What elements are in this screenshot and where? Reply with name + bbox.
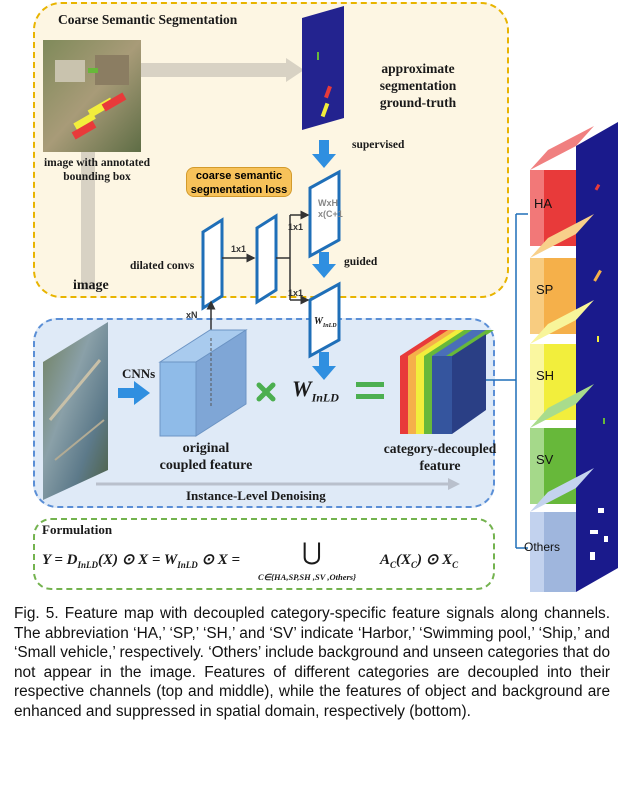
gt-label-line1: approximate xyxy=(381,61,455,76)
coupled-feature-line1: original xyxy=(182,441,230,456)
channel-ha xyxy=(530,122,618,246)
kernel-label-1: 1x1 xyxy=(231,244,247,254)
eq-left: Y = D xyxy=(42,552,78,568)
wxh-line2: x(C+1 xyxy=(318,209,343,219)
gt-label-line2: segmentation xyxy=(379,78,457,93)
wxh-line1: WxH xyxy=(318,198,338,208)
multiply-sign xyxy=(256,382,276,402)
loss-line1: coarse semantic xyxy=(195,170,283,182)
repeat-label: xN xyxy=(186,310,198,320)
formulation-title: Formulation xyxy=(42,522,113,537)
decoupled-feature-label: category-decoupled feature xyxy=(370,440,510,474)
dilated-conv-layers xyxy=(201,169,341,359)
guided-arrow xyxy=(312,264,336,278)
eq-sub1: InLD xyxy=(77,560,99,570)
channel-others xyxy=(530,464,618,592)
term-a: A xyxy=(380,552,391,568)
mid-aerial-image xyxy=(43,322,108,500)
supervised-arrow xyxy=(312,154,336,168)
diagram-graphics xyxy=(43,6,618,592)
annotated-image-label-line1: image with annotated xyxy=(43,157,151,169)
annotated-aerial-image xyxy=(43,40,141,152)
channel-label-sp: SP xyxy=(536,282,554,297)
union-symbol: ⋃ xyxy=(302,540,322,566)
eq-sub2: InLD xyxy=(177,560,198,570)
figure-caption: Fig. 5. Feature map with decoupled categ… xyxy=(14,605,610,720)
term-sub: C xyxy=(390,560,397,570)
w-small: W xyxy=(314,316,323,327)
w-inld-symbol: WInLD xyxy=(292,376,339,405)
union-subscript: C∈{HA,SP,SH ,SV ,Others} xyxy=(258,572,357,582)
decoupled-line1: category-decoupled xyxy=(383,441,497,456)
gray-flow-arrowhead xyxy=(286,58,304,82)
w-inld-small: WInLD xyxy=(314,316,337,329)
cnn-arrow xyxy=(134,381,150,405)
supervised-label: supervised xyxy=(352,139,405,151)
term-end: ) ⊙ X xyxy=(417,552,453,568)
guided-label: guided xyxy=(344,256,378,268)
decoupled-feature-stack xyxy=(400,330,494,434)
union-term: AC(XC) ⊙ XC xyxy=(380,550,458,570)
dilated-convs-label: dilated convs xyxy=(130,260,195,272)
eq-right: ⊙ X = xyxy=(197,552,241,568)
equals-sign xyxy=(356,382,384,399)
coupled-feature-cube xyxy=(158,329,248,437)
term-rest: (X xyxy=(396,552,412,568)
coupled-feature-label: original coupled feature xyxy=(146,440,266,474)
channel-sp xyxy=(530,210,618,334)
formulation-panel xyxy=(33,518,495,590)
w-sub: InLD xyxy=(311,390,339,405)
w-down-arrow xyxy=(312,366,336,380)
image-label: image xyxy=(73,278,109,293)
term-sub2: C xyxy=(411,560,418,570)
annotated-image-label: image with annotated bounding box xyxy=(37,156,157,184)
kernel-label-2: 1x1 xyxy=(288,222,304,232)
decoupled-line2: feature xyxy=(419,458,461,473)
annotated-image-label-line2: bounding box xyxy=(63,171,131,183)
denoising-label: Instance-Level Denoising xyxy=(186,488,326,503)
eq-mid: (X) ⊙ X = W xyxy=(98,552,178,568)
formulation-equation: Y = DInLD(X) ⊙ X = WInLD ⊙ X = xyxy=(42,550,240,570)
gt-label: approximate segmentation ground-truth xyxy=(358,60,478,111)
w-small-sub: InLD xyxy=(322,323,337,329)
channel-label-ha: HA xyxy=(534,196,553,211)
w-main: W xyxy=(292,376,312,401)
channel-label-others: Others xyxy=(524,540,561,554)
term-sub3: C xyxy=(452,560,459,570)
wxh-label: WxH x(C+1 xyxy=(318,198,343,220)
gt-label-line3: ground-truth xyxy=(379,95,457,110)
channel-label-sh: SH xyxy=(536,368,555,383)
loss-line2: segmentation loss xyxy=(190,184,288,196)
coupled-feature-line2: coupled feature xyxy=(159,458,253,473)
kernel-label-3: 1x1 xyxy=(288,288,304,298)
cnns-label: CNNs xyxy=(122,366,156,381)
approximate-gt-map xyxy=(302,6,344,130)
segmentation-loss-box: coarse semantic segmentation loss xyxy=(186,167,292,197)
channel-label-sv: SV xyxy=(536,452,554,467)
coarse-segmentation-title: Coarse Semantic Segmentation xyxy=(58,12,238,27)
